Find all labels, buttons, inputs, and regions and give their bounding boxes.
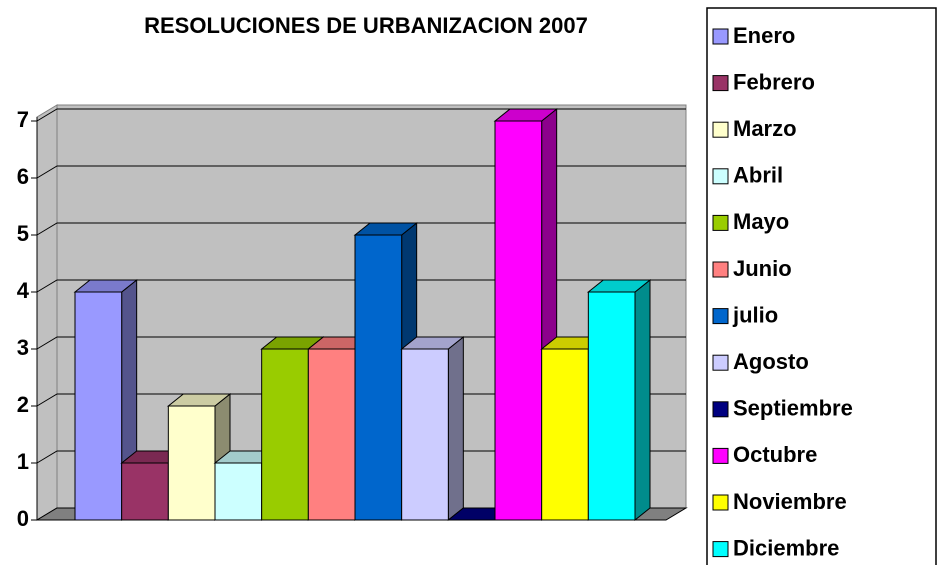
grid-line [36, 222, 686, 236]
grid-line [36, 108, 686, 122]
y-tick-label: 7 [17, 107, 29, 132]
legend-swatch [712, 308, 729, 325]
grid-line [36, 450, 686, 464]
grid-line [36, 336, 686, 350]
legend-swatch [712, 214, 729, 231]
legend-swatch [712, 121, 729, 138]
legend-label: Diciembre [733, 535, 839, 560]
legend-label: julio [732, 302, 778, 327]
legend-swatch [712, 354, 729, 371]
legend-swatch [712, 28, 729, 45]
bar [541, 348, 589, 521]
chart-title: RESOLUCIONES DE URBANIZACION 2007 [144, 13, 588, 38]
bar [214, 462, 263, 521]
legend-label: Marzo [733, 116, 797, 141]
legend-label: Enero [733, 23, 795, 48]
bar [74, 291, 123, 521]
bar [587, 291, 636, 521]
bar-side [447, 335, 464, 522]
legend-label: Septiembre [733, 396, 853, 421]
legend-swatch [712, 447, 729, 464]
y-tick-label: 5 [17, 221, 29, 246]
bar [121, 462, 169, 521]
legend-label: Junio [733, 256, 792, 281]
legend-swatch [712, 261, 729, 278]
grid-line [36, 279, 686, 293]
bar [307, 348, 356, 521]
legend-swatch [712, 168, 729, 185]
legend-swatch [712, 401, 729, 418]
y-tick-label: 0 [17, 506, 29, 531]
bar [494, 120, 543, 521]
legend-swatch [712, 75, 729, 92]
bar [354, 234, 403, 521]
bar [167, 405, 216, 521]
grid-line [36, 165, 686, 179]
bar-side [634, 278, 651, 522]
y-tick-label: 3 [17, 335, 29, 360]
bar [261, 348, 309, 521]
y-tick-label: 6 [17, 164, 29, 189]
legend-label: Febrero [733, 69, 815, 94]
legend-label: Octubre [733, 442, 817, 467]
legend-swatch [712, 541, 729, 558]
legend-swatch [712, 494, 729, 511]
legend-label: Mayo [733, 209, 789, 234]
grid-line [36, 393, 686, 407]
y-tick-label: 1 [17, 449, 29, 474]
legend-box [706, 7, 937, 565]
legend-label: Noviembre [733, 489, 847, 514]
legend-label: Agosto [733, 349, 809, 374]
legend-label: Abril [733, 163, 783, 188]
bar [401, 348, 449, 521]
y-tick-label: 2 [17, 392, 29, 417]
y-tick-label: 4 [17, 278, 30, 303]
